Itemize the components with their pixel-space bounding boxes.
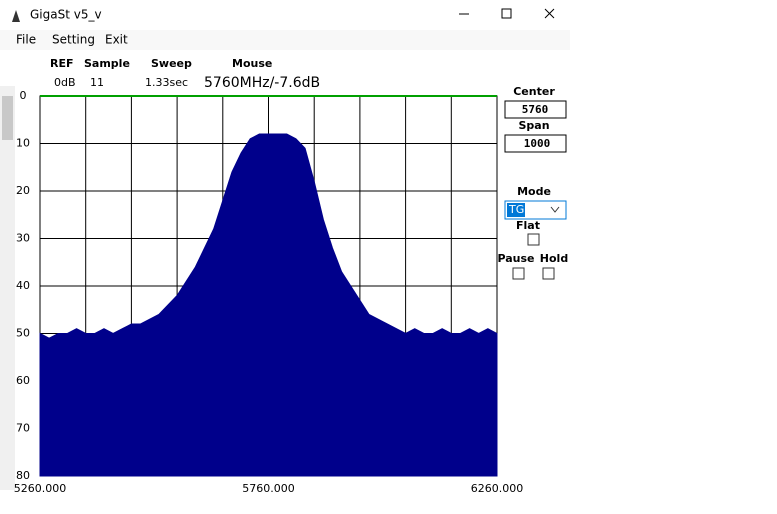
dropdown-arrow bbox=[550, 206, 560, 213]
close[interactable] bbox=[544, 8, 555, 19]
flat-checkbox[interactable] bbox=[527, 233, 540, 246]
y-tick-label: 60 bbox=[16, 374, 30, 387]
status-label: Sweep bbox=[151, 57, 192, 70]
y-tick-label: 0 bbox=[20, 89, 27, 102]
scrollbar[interactable] bbox=[0, 86, 15, 490]
mouse-value: 5760MHz/-7.6dB bbox=[204, 75, 320, 91]
x-tick-label: 5760.000 bbox=[242, 482, 295, 495]
y-tick-label: 20 bbox=[16, 184, 30, 197]
menu-bar bbox=[0, 30, 570, 50]
spectrum-area bbox=[39, 133, 498, 477]
window-title: GigaSt v5_v bbox=[30, 8, 102, 22]
center-label: Center bbox=[513, 85, 555, 98]
pause-checkbox[interactable] bbox=[512, 267, 525, 280]
y-tick-label: 70 bbox=[16, 422, 30, 435]
y-tick-label: 10 bbox=[16, 137, 30, 150]
y-tick-label: 80 bbox=[16, 469, 30, 482]
status-label: Mouse bbox=[232, 57, 272, 70]
x-tick-label: 5260.000 bbox=[14, 482, 67, 495]
status-value: 1.33sec bbox=[145, 76, 188, 89]
menu-item[interactable]: File bbox=[16, 33, 36, 47]
menu-item[interactable]: Setting bbox=[52, 33, 95, 47]
mode-label: Mode bbox=[517, 185, 551, 198]
center-value: 5760 bbox=[522, 103, 549, 116]
span-input[interactable] bbox=[504, 134, 567, 153]
span-label: Span bbox=[518, 119, 549, 132]
center-input[interactable] bbox=[504, 100, 567, 119]
app-icon bbox=[12, 10, 20, 22]
pause-label: Pause bbox=[497, 252, 534, 265]
status-value: 0dB bbox=[54, 76, 76, 89]
y-tick-label: 30 bbox=[16, 232, 30, 245]
menu-item[interactable]: Exit bbox=[105, 33, 128, 47]
scroll-thumb[interactable] bbox=[2, 96, 13, 140]
x-tick-label: 6260.000 bbox=[471, 482, 524, 495]
y-tick-label: 50 bbox=[16, 327, 30, 340]
mode-value: TG bbox=[508, 203, 524, 216]
mode-highlight bbox=[507, 203, 525, 217]
status-label: REF bbox=[50, 57, 74, 70]
span-value: 1000 bbox=[524, 137, 551, 150]
hold-label: Hold bbox=[540, 252, 568, 265]
hold-checkbox[interactable] bbox=[542, 267, 555, 280]
flat-label: Flat bbox=[516, 219, 540, 232]
status-label: Sample bbox=[84, 57, 130, 70]
y-tick-label: 40 bbox=[16, 279, 30, 292]
maximize[interactable] bbox=[501, 8, 512, 19]
status-value: 11 bbox=[90, 76, 104, 89]
